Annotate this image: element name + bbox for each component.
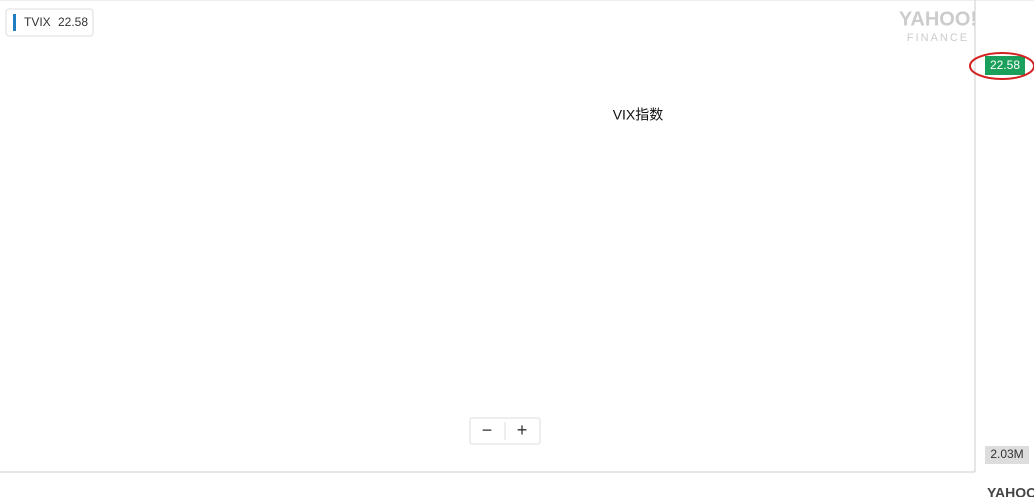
highlight-circle [969,52,1034,80]
zoom-in[interactable]: + [517,420,528,440]
legend-box [5,8,94,37]
watermark: YAHOO! [899,8,977,30]
watermark: FINANCE [907,32,969,44]
zoom-out[interactable]: − [482,420,493,440]
price-tag-label: 22.58 [990,58,1020,72]
price-tag [985,56,1025,75]
footer-logo: YAHOO [987,485,1034,497]
annotation: VIX指数 [613,107,664,123]
volume-tag [985,446,1029,464]
volume-tag-label: 2.03M [990,447,1023,461]
axis-panel [975,0,1034,497]
legend-name: TVIX [24,15,51,29]
legend-swatch [13,14,16,31]
legend-value: 22.58 [58,15,88,29]
